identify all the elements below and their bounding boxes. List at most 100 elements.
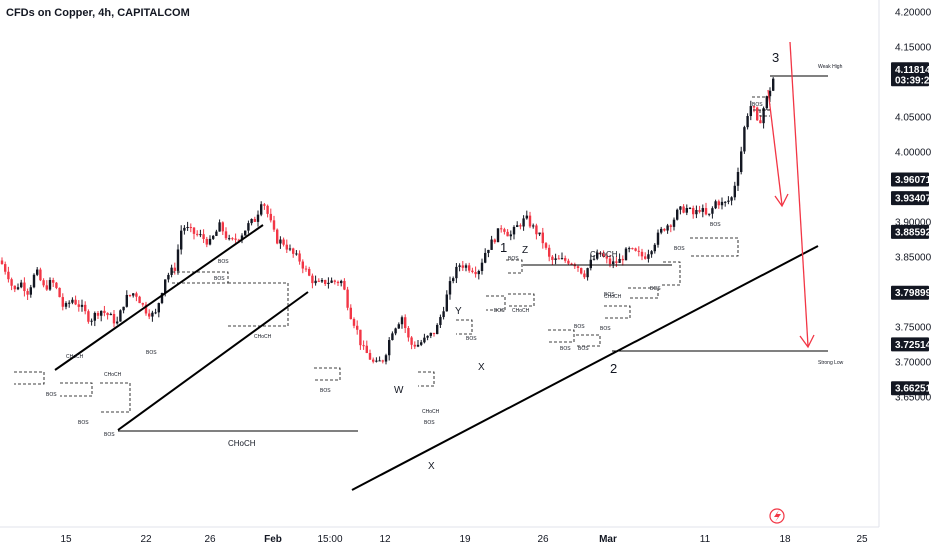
candle-body (605, 256, 608, 259)
candle-body (426, 335, 429, 338)
candle-body (439, 317, 442, 325)
time-tick-label: 25 (856, 534, 868, 545)
candle-body (397, 324, 400, 329)
trendline (351, 245, 819, 491)
candle-body (164, 279, 167, 294)
bos-label: BOS (604, 292, 615, 298)
candle-body (516, 225, 519, 227)
strong-low-label: Strong Low (818, 360, 844, 366)
wave-2-label: 2 (610, 361, 617, 376)
candle-body (135, 293, 138, 297)
candle-body (10, 279, 13, 286)
structure-box (628, 287, 659, 299)
structure-box (60, 382, 93, 397)
bos-label: BOS (752, 102, 763, 108)
candle-body (551, 256, 554, 260)
candle-body (48, 280, 52, 290)
candle-body (39, 269, 42, 281)
candle-body (736, 171, 740, 186)
structure-box (486, 295, 506, 311)
candle-body (631, 248, 634, 250)
candle-body (247, 223, 250, 231)
candle-body (343, 280, 346, 290)
candle-body (298, 253, 301, 262)
candle-body (250, 218, 253, 224)
bos-label: BOS (650, 286, 661, 292)
price-tick-label: 3.70000 (895, 358, 932, 369)
weak-high-label: Weak High (818, 64, 843, 70)
candle-body (445, 294, 448, 312)
time-tick-label: 19 (459, 534, 471, 545)
time-tick-label: 15 (60, 534, 72, 545)
candle-body (311, 275, 314, 284)
time-tick-label: 12 (379, 534, 391, 545)
candle-body (455, 266, 458, 279)
candle-body (624, 248, 628, 261)
candle-body (276, 229, 279, 244)
bos-label: BOS (578, 346, 589, 352)
price-tick-label: 3.85000 (895, 253, 932, 264)
candle-body (272, 220, 276, 230)
candle-body (596, 252, 599, 259)
bos-label: BOS (78, 420, 89, 426)
choch-label: CHoCH (66, 354, 84, 360)
candle-body (212, 235, 215, 239)
candle-body (368, 353, 372, 360)
candle-body (61, 297, 64, 307)
candle-body (208, 238, 212, 245)
candle-body (103, 310, 106, 313)
choch-label: CHoCH (512, 308, 530, 314)
candle-body (733, 185, 736, 198)
candle-body (676, 209, 679, 220)
candle-body (240, 235, 244, 241)
candle-body (144, 304, 148, 314)
candle-body (410, 337, 413, 345)
price-tick-label: 4.00000 (895, 148, 932, 159)
candle-body (656, 232, 660, 245)
candle-body (244, 230, 247, 236)
candle-body (384, 355, 388, 362)
candle-body (375, 360, 378, 362)
candle-body (679, 206, 682, 210)
candle-body (388, 340, 391, 356)
candle-body (352, 319, 356, 326)
candle-body (548, 247, 551, 257)
candle-body (173, 267, 176, 271)
candle-body (372, 359, 375, 362)
choch-label: CHoCH (254, 334, 272, 340)
candle-body (160, 293, 164, 304)
price-badge (891, 172, 929, 187)
candle-body (586, 268, 589, 278)
candle-body (199, 234, 202, 236)
candle-body (512, 226, 516, 235)
wave-3-label: 3 (772, 50, 779, 65)
candle-body (490, 239, 493, 250)
candle-body (74, 299, 77, 305)
candle-body (634, 248, 637, 251)
choch-label: CHoCH (590, 250, 618, 259)
candle-body (80, 304, 84, 307)
candle-body (391, 333, 394, 341)
candle-body (263, 204, 266, 206)
candle-body (183, 227, 186, 231)
candle-body (320, 279, 324, 282)
candle-body (685, 208, 688, 213)
candle-body (544, 243, 548, 248)
candle-body (260, 204, 263, 215)
candle-body (221, 222, 224, 232)
candle-body (554, 258, 557, 260)
price-tick-label: 4.15000 (895, 43, 932, 54)
candle-body (592, 258, 596, 260)
structure-box (548, 329, 575, 343)
candle-body (746, 116, 749, 128)
candle-body (317, 280, 320, 282)
arrow-short-head (774, 193, 789, 208)
candle-body (266, 205, 269, 214)
candle-body (279, 239, 282, 244)
candle-body (599, 252, 602, 255)
drawings-group: CHoCH CHoCH CHoCH CHoCH CHoCH CHoCH CHoCH CHoCH… (14, 41, 844, 491)
time-tick-label: 11 (700, 534, 711, 545)
candle-body (621, 258, 624, 261)
